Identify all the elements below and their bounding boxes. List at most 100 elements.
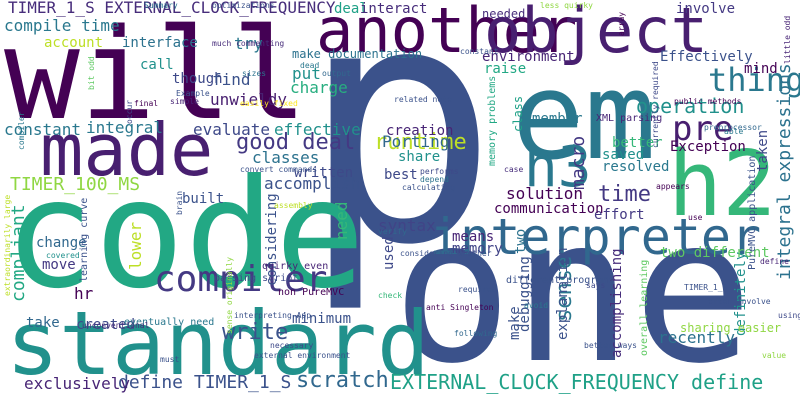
cloud-word: TIMER_1_S — [684, 283, 728, 292]
cloud-word: write — [222, 320, 289, 345]
cloud-word: XML parsing — [596, 113, 663, 124]
cloud-word: different programs — [506, 275, 615, 286]
cloud-word: Effectively — [660, 49, 753, 65]
cloud-word: case — [504, 165, 524, 174]
cloud-word: define TIMER_1_S — [118, 372, 292, 393]
cloud-word: easily fixed — [240, 99, 298, 108]
cloud-word: account — [44, 35, 104, 51]
cloud-word: find — [212, 70, 251, 89]
cloud-word: written — [294, 165, 354, 181]
cloud-word: effective — [274, 120, 361, 139]
cloud-word: compliant — [8, 204, 29, 302]
cloud-word: overall learning — [639, 259, 650, 356]
cloud-word: made — [40, 108, 214, 192]
cloud-word: currently required — [651, 61, 660, 148]
cloud-word: depend — [420, 175, 449, 184]
cloud-word: another — [316, 0, 578, 67]
cloud-word: accomplish — [264, 174, 361, 193]
cloud-word: unconventional — [82, 321, 150, 330]
cloud-word: evaluate — [193, 120, 271, 139]
cloud-word: occur — [125, 99, 134, 124]
cloud-word: time — [598, 182, 651, 207]
cloud-word: deal — [334, 1, 368, 17]
cloud-word: sizes — [242, 69, 267, 78]
cloud-word: better ways — [584, 341, 637, 350]
cloud-word: preprocessor — [704, 123, 762, 132]
cloud-word: resolved — [602, 159, 670, 175]
cloud-word: interpreter — [430, 208, 762, 266]
cloud-word: created — [76, 317, 136, 333]
cloud-word: integral expressions — [774, 63, 795, 280]
cloud-word: syntax — [378, 216, 436, 235]
cloud-word: make documentation — [292, 47, 423, 61]
cloud-word: better — [612, 135, 663, 151]
cloud-word: needed — [482, 7, 526, 21]
cloud-word: TIMER_1_S EXTERNAL_CLOCK_FREQUENCY — [8, 0, 336, 17]
cloud-word: p — [300, 0, 499, 317]
cloud-word: h2 — [668, 132, 777, 237]
cloud-word: good deal — [236, 130, 356, 155]
cloud-word: class — [511, 95, 525, 132]
cloud-word: operation — [636, 94, 745, 118]
cloud-word: object — [484, 0, 708, 67]
cloud-word: extraordinarily large — [3, 194, 12, 296]
cloud-word: convert commands — [240, 165, 318, 174]
cloud-word: often involve — [708, 297, 771, 306]
cloud-word: raise — [484, 61, 527, 77]
cloud-word: built — [182, 191, 225, 207]
cloud-word: output — [322, 69, 351, 78]
cloud-word: brain — [175, 190, 184, 215]
cloud-word: dead — [300, 61, 320, 70]
cloud-word: exclusively — [24, 374, 130, 393]
cloud-word: simple — [170, 97, 199, 106]
cloud-word: best — [384, 167, 418, 183]
cloud-word: lower — [126, 221, 145, 270]
cloud-word: compiler — [17, 111, 26, 150]
cloud-word: scratch — [296, 368, 389, 393]
cloud-word: share — [398, 149, 441, 165]
cloud-word: final — [134, 99, 159, 108]
cloud-word: recently — [658, 328, 736, 347]
cloud-word: learning curve — [79, 197, 90, 282]
cloud-word: try — [234, 34, 263, 53]
cloud-word: verify — [378, 227, 407, 236]
cloud-word: using — [778, 311, 800, 320]
cloud-word: Porting — [382, 132, 450, 151]
cloud-word: interact — [360, 1, 428, 17]
cloud-word: integral — [86, 118, 164, 137]
cloud-word: runtime — [374, 130, 467, 155]
cloud-word: sense originally — [225, 256, 234, 334]
cloud-word: effort — [594, 207, 645, 223]
cloud-word: taken — [755, 129, 771, 172]
cloud-word: avoid — [524, 301, 549, 310]
cloud-word: must — [160, 355, 180, 364]
cloud-word: Example — [176, 89, 210, 98]
cloud-word: covered — [46, 251, 80, 260]
cloud-word: following — [454, 329, 498, 338]
cloud-word: compile time — [4, 16, 120, 35]
cloud-word: means — [452, 229, 495, 245]
cloud-word: assembly — [274, 201, 313, 210]
cloud-word: used — [381, 236, 397, 270]
cloud-word: creation — [386, 123, 454, 139]
cloud-word: considering whether — [400, 249, 492, 258]
cloud-word: one — [392, 175, 754, 400]
cloud-word: charge — [290, 78, 348, 97]
cloud-word: much commenting — [212, 39, 285, 48]
cloud-word: necessary — [270, 341, 314, 350]
cloud-word: interface — [122, 35, 198, 51]
cloud-word: anti Singleton — [426, 303, 494, 312]
cloud-word: move — [42, 257, 76, 273]
cloud-word: use — [688, 213, 703, 222]
cloud-word: classes — [252, 148, 320, 167]
cloud-word: optimizations — [212, 1, 275, 10]
cloud-word: unwieldy — [210, 90, 288, 109]
cloud-word: quirky even — [262, 261, 329, 272]
cloud-word: performs — [420, 167, 459, 176]
cloud-word: external environment — [254, 351, 351, 360]
cloud-word: minimum — [292, 311, 352, 327]
cloud-word: saved — [602, 147, 645, 163]
cloud-word: standard — [6, 292, 430, 395]
cloud-word: calculating — [402, 183, 455, 192]
cloud-word: h3 — [524, 135, 592, 200]
